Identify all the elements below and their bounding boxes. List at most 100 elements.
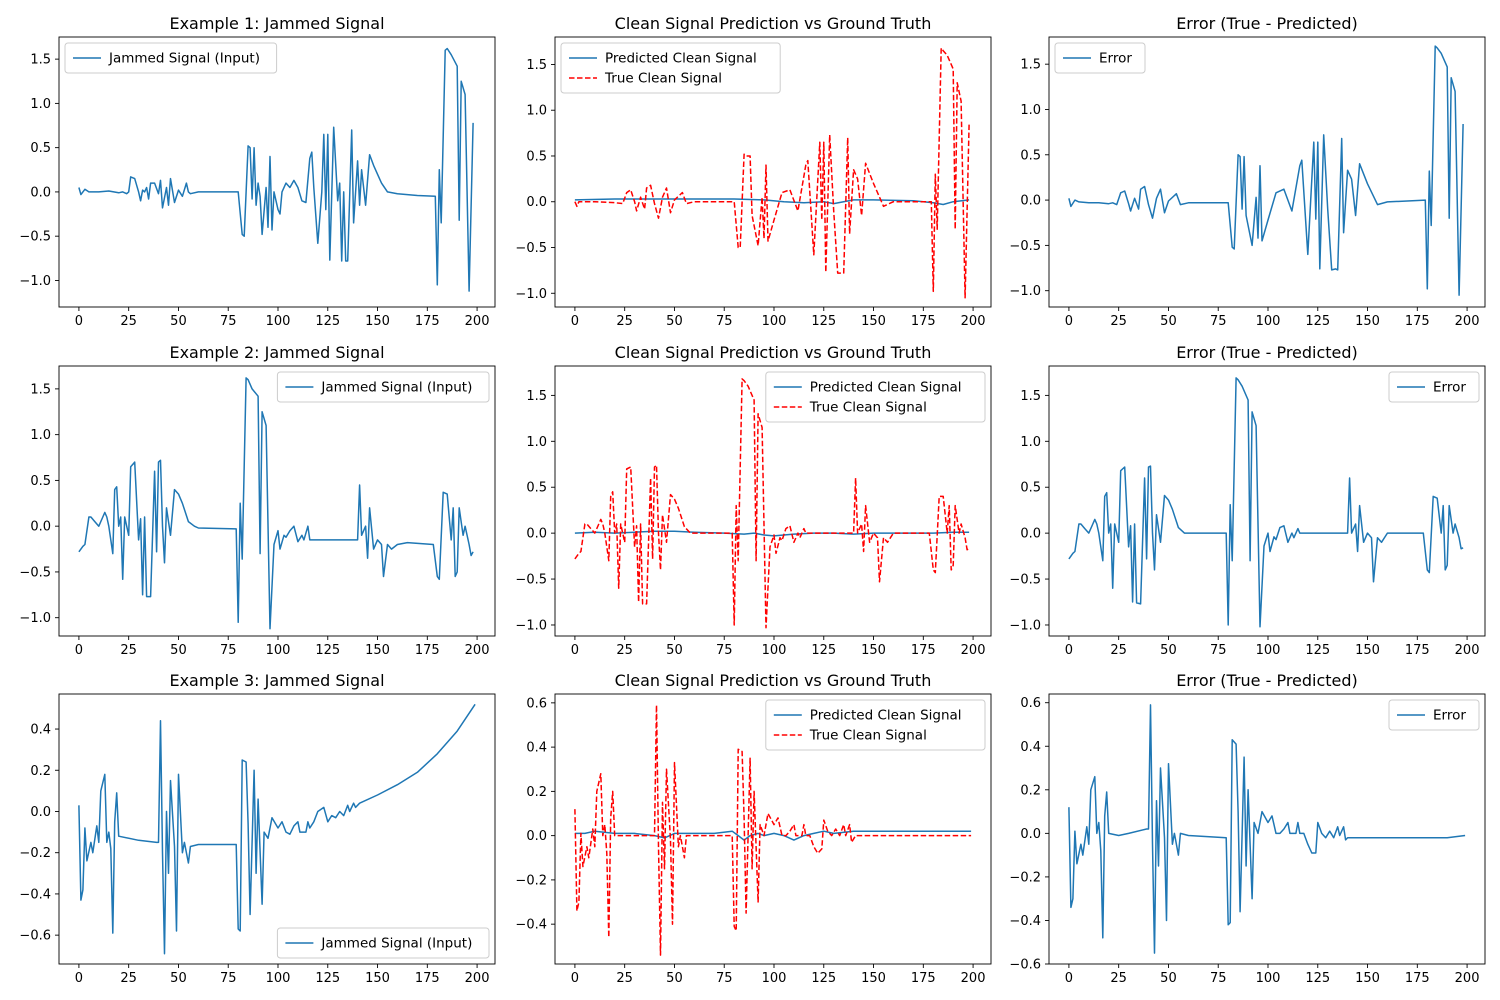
y-tick-label: 1.0 [30, 428, 51, 443]
y-tick-label: 0.5 [526, 149, 547, 164]
y-tick-label: −0.5 [1009, 573, 1041, 588]
y-tick-label: −0.4 [19, 887, 51, 902]
subplot-title: Error (True - Predicted) [1176, 343, 1358, 362]
y-tick-label: −1.0 [515, 287, 547, 302]
x-tick-label: 50 [170, 643, 187, 658]
subplot-5: Clean Signal Prediction vs Ground Truth 0… [515, 343, 992, 658]
x-tick-label: 100 [1256, 643, 1281, 658]
x-tick-label: 0 [571, 971, 579, 986]
x-tick-label: 100 [1256, 314, 1281, 329]
x-tick-label: 0 [1065, 314, 1073, 329]
subplot-2: Clean Signal Prediction vs Ground Truth 0… [515, 14, 992, 329]
x-tick-label: 100 [266, 971, 291, 986]
x-tick-label: 75 [1210, 971, 1227, 986]
x-tick-label: 175 [415, 314, 440, 329]
y-tick-label: 0.5 [30, 141, 51, 156]
legend-box [765, 371, 986, 423]
x-tick-label: 75 [716, 643, 733, 658]
subplot-title: Error (True - Predicted) [1176, 671, 1358, 690]
plot-area [59, 366, 495, 636]
subplot-4: Example 2: Jammed Signal 0 25 50 75 100 125 150… [19, 343, 496, 658]
x-tick-label: 25 [120, 314, 137, 329]
x-tick-label: 125 [1305, 971, 1330, 986]
x-tick-label: 125 [1305, 314, 1330, 329]
subplot-9: Error (True - Predicted) 0 25 50 75 100 125 150… [1009, 671, 1486, 986]
y-tick-label: −1.0 [1009, 618, 1041, 633]
x-tick-label: 150 [1355, 971, 1380, 986]
y-tick-label: 0.0 [30, 520, 51, 535]
legend-label: Error [1433, 708, 1466, 724]
y-tick-label: 0.0 [526, 829, 547, 844]
subplot-title: Example 1: Jammed Signal [169, 14, 384, 33]
legend-box [276, 371, 490, 403]
plot-area [1049, 37, 1485, 307]
x-tick-label: 75 [716, 314, 733, 329]
x-tick-label: 50 [1160, 314, 1177, 329]
y-tick-label: 1.0 [526, 435, 547, 450]
x-tick-label: 175 [911, 314, 936, 329]
x-tick-label: 50 [666, 314, 683, 329]
legend-box [560, 42, 781, 94]
x-tick-label: 75 [716, 971, 733, 986]
axes-frame [58, 693, 496, 965]
axes-frame [58, 36, 496, 308]
legend: Predicted Clean Signal True Clean Signal [765, 699, 986, 751]
x-tick-label: 100 [762, 314, 787, 329]
legend-label: Error [1433, 380, 1466, 396]
y-tick-label: −0.6 [19, 929, 51, 944]
x-tick-label: 75 [1210, 643, 1227, 658]
x-tick-label: 50 [170, 971, 187, 986]
y-tick-label: 0.5 [30, 474, 51, 489]
y-tick-label: 0.0 [1020, 827, 1041, 842]
x-tick-label: 125 [315, 971, 340, 986]
x-tick-label: 125 [1305, 643, 1330, 658]
series-line-series-1 [1068, 704, 1466, 954]
y-tick-label: 0.0 [30, 185, 51, 200]
x-tick-label: 200 [961, 314, 986, 329]
subplot-title: Clean Signal Prediction vs Ground Truth [615, 671, 932, 690]
subplot-1: Example 1: Jammed Signal 0 25 50 75 100 125 150… [19, 14, 496, 329]
x-tick-label: 125 [315, 314, 340, 329]
y-tick-label: 1.5 [1020, 58, 1041, 73]
legend: Jammed Signal (Input) [276, 927, 490, 959]
y-tick-label: 0.2 [30, 764, 51, 779]
y-tick-label: 0.4 [30, 723, 51, 738]
legend-label: Error [1099, 51, 1132, 67]
axes-frame [1048, 365, 1486, 637]
axes-frame [554, 365, 992, 637]
x-tick-label: 50 [666, 643, 683, 658]
axes-frame [58, 365, 496, 637]
x-tick-label: 200 [961, 971, 986, 986]
subplot-8: Clean Signal Prediction vs Ground Truth 0… [515, 671, 992, 986]
x-tick-label: 200 [961, 643, 986, 658]
legend: Predicted Clean Signal True Clean Signal [560, 42, 781, 94]
y-tick-label: −0.5 [515, 573, 547, 588]
legend-label: True Clean Signal [604, 71, 722, 87]
y-tick-label: 1.5 [526, 58, 547, 73]
y-tick-label: 0.0 [526, 195, 547, 210]
x-tick-label: 175 [415, 643, 440, 658]
subplot-3: Error (True - Predicted) 0 25 50 75 100 125 150… [1009, 14, 1486, 329]
y-tick-label: 0.2 [526, 785, 547, 800]
legend-label: Predicted Clean Signal [810, 708, 962, 724]
x-tick-label: 150 [861, 314, 886, 329]
series-line-series-1 [1068, 377, 1464, 628]
x-tick-label: 150 [365, 643, 390, 658]
series-line-true-clean-signal [574, 704, 972, 956]
x-tick-label: 50 [1160, 971, 1177, 986]
x-tick-label: 75 [220, 314, 237, 329]
x-tick-label: 100 [1256, 971, 1281, 986]
x-tick-label: 25 [120, 643, 137, 658]
legend-label: Predicted Clean Signal [605, 51, 757, 67]
x-tick-label: 25 [120, 971, 137, 986]
y-tick-label: 0.4 [1020, 740, 1041, 755]
legend: Jammed Signal (Input) [64, 42, 278, 74]
y-tick-label: −0.5 [1009, 239, 1041, 254]
y-tick-label: 1.5 [30, 382, 51, 397]
y-tick-label: −0.5 [515, 241, 547, 256]
x-tick-label: 50 [666, 971, 683, 986]
legend: Predicted Clean Signal True Clean Signal [765, 371, 986, 423]
x-tick-label: 125 [811, 643, 836, 658]
y-tick-label: −0.2 [515, 873, 547, 888]
y-tick-label: 0.6 [1020, 696, 1041, 711]
